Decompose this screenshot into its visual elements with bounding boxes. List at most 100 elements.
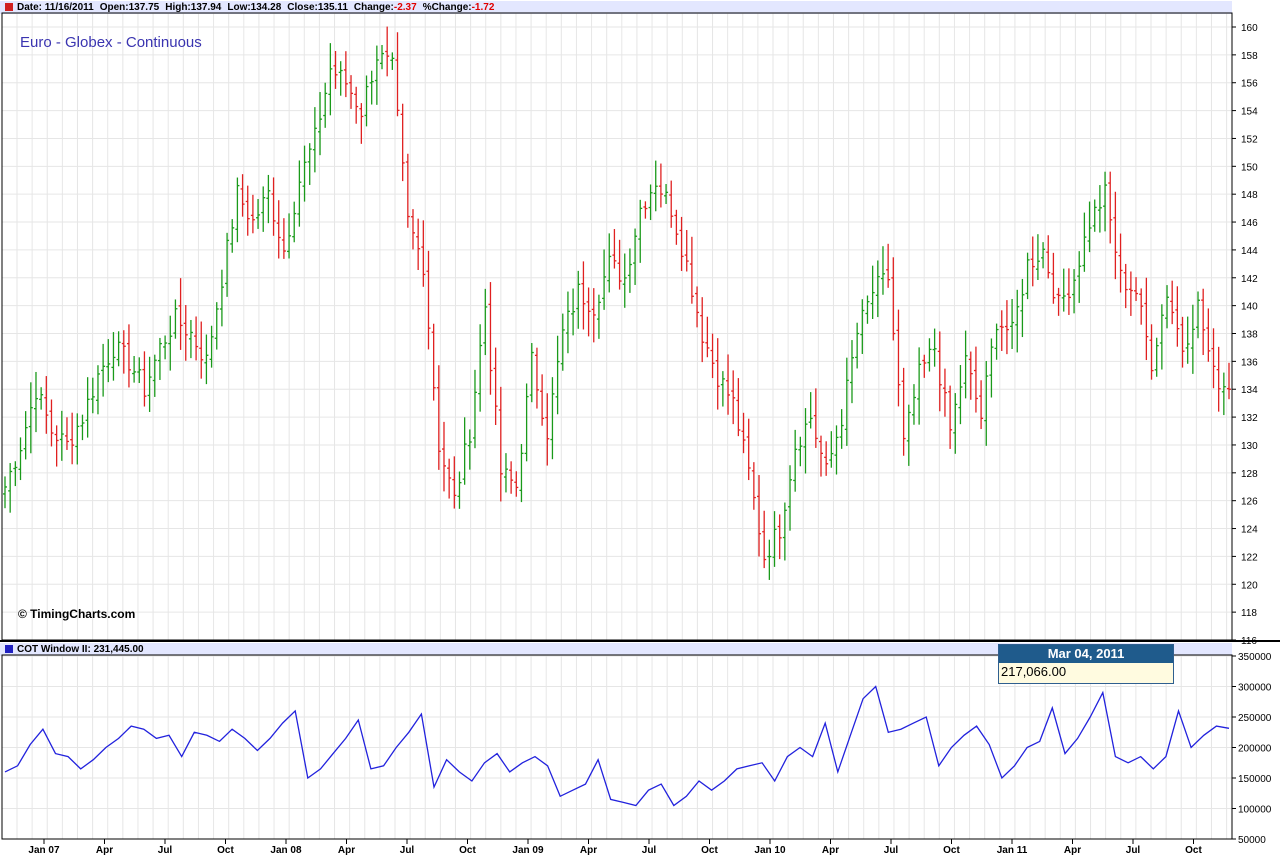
y-tick-label: 300000	[1238, 683, 1272, 694]
ohlc-bar	[64, 417, 69, 450]
ohlc-bar	[550, 377, 555, 460]
ohlc-bar	[979, 380, 984, 430]
ohlc-bar	[219, 269, 224, 327]
ohlc-bar	[183, 305, 188, 361]
ohlc-bar	[741, 412, 746, 454]
ohlc-bar	[457, 471, 462, 509]
ohlc-bar	[514, 471, 519, 497]
y-tick-label: 140	[1241, 302, 1258, 313]
ohlc-bar	[359, 103, 364, 144]
ohlc-bar	[431, 323, 436, 401]
ohlc-bar	[116, 331, 121, 367]
ohlc-bar	[844, 357, 849, 446]
x-tick-label: Apr	[1064, 845, 1081, 856]
ohlc-bar	[1154, 337, 1159, 377]
ohlc-bar	[911, 384, 916, 425]
y-tick-label: 50000	[1238, 835, 1266, 846]
ohlc-bar	[70, 412, 75, 465]
y-tick-label: 138	[1241, 330, 1258, 341]
ohlc-bar	[942, 368, 947, 417]
ohlc-bar	[49, 399, 54, 447]
ohlc-bar	[638, 199, 643, 263]
x-tick-label: Apr	[96, 845, 113, 856]
ohlc-bar	[1082, 212, 1087, 272]
ohlc-bar	[746, 418, 751, 481]
ohlc-bar	[8, 463, 13, 513]
x-tick-label: Jan 11	[997, 845, 1028, 856]
ohlc-bar	[478, 324, 483, 412]
ohlc-bar	[839, 409, 844, 449]
ohlc-bar	[245, 185, 250, 236]
data-tooltip: Mar 04, 2011 217,066.00	[998, 644, 1174, 684]
cot-series-line	[4, 685, 1230, 807]
x-tick-label: Apr	[338, 845, 355, 856]
header-high: High:137.94	[165, 2, 222, 13]
ohlc-bar	[1180, 316, 1185, 368]
ohlc-bar	[777, 514, 782, 560]
ohlc-bar	[524, 383, 529, 462]
ohlc-bar	[540, 374, 545, 426]
ohlc-bar	[669, 180, 674, 228]
ohlc-bar	[426, 250, 431, 350]
ohlc-bar	[1025, 252, 1030, 300]
ohlc-bar	[819, 435, 823, 477]
ohlc-bar	[1030, 236, 1035, 287]
ohlc-bar	[901, 367, 906, 456]
ohlc-bar	[39, 387, 44, 410]
ohlc-bar	[689, 236, 694, 304]
ohlc-bar	[354, 86, 359, 124]
ohlc-bar	[767, 539, 772, 580]
x-tick-label: Oct	[217, 845, 234, 856]
ohlc-bar	[643, 201, 648, 219]
ohlc-bar	[1015, 289, 1020, 353]
ohlc-bar	[281, 218, 286, 259]
ohlc-bar	[405, 153, 410, 228]
ohlc-bar	[529, 343, 534, 403]
ohlc-bar	[1108, 171, 1113, 244]
ohlc-bar	[576, 270, 581, 329]
ohlc-bar	[829, 431, 834, 468]
ohlc-bar	[793, 429, 798, 492]
x-tick-label: Jan 07	[28, 845, 60, 856]
ohlc-bar	[447, 458, 452, 499]
ohlc-bar	[751, 462, 756, 510]
ohlc-bar	[343, 51, 348, 98]
ohlc-bar	[813, 388, 818, 448]
header-pct-label: %Change:	[422, 2, 472, 13]
tooltip-date: Mar 04, 2011	[999, 645, 1173, 663]
ohlc-bar	[163, 335, 168, 360]
cot-header-label: COT Window II: 231,445.00	[17, 644, 144, 655]
x-tick-label: Jul	[884, 845, 899, 856]
ohlc-bar	[452, 456, 457, 509]
y-tick-label: 128	[1241, 469, 1258, 480]
grid-layer	[0, 12, 1280, 840]
ohlc-bar	[865, 295, 870, 324]
x-tick-label: Jul	[158, 845, 173, 856]
ohlc-bar	[90, 377, 95, 414]
ohlc-bar	[607, 233, 612, 293]
ohlc-bar	[168, 315, 173, 371]
ohlc-bar	[1196, 291, 1201, 339]
ohlc-bar	[1077, 251, 1082, 303]
ohlc-bar	[441, 421, 446, 492]
x-tick-label: Jul	[1126, 845, 1141, 856]
ohlc-bar	[958, 365, 963, 425]
x-tick-label: Oct	[701, 845, 718, 856]
y-tick-label: 132	[1241, 413, 1258, 424]
ohlc-bar	[323, 82, 328, 128]
x-tick-label: Apr	[580, 845, 597, 856]
ohlc-bar	[627, 248, 632, 293]
ohlc-bar	[214, 302, 219, 350]
y-tick-label: 144	[1241, 246, 1258, 257]
ohlc-bar	[1066, 268, 1071, 315]
y-tick-label: 120	[1241, 580, 1258, 591]
ohlc-bar	[581, 261, 586, 330]
header-pct-value: -1.72	[471, 2, 495, 13]
x-tick-labels: Jan 07 Apr Jul Oct Jan 08 Apr Jul Oct Jan 09 Apr J…	[28, 839, 1203, 856]
ohlc-bar	[757, 475, 762, 557]
ohlc-bar	[731, 370, 736, 425]
ohlc-bar	[95, 365, 100, 415]
ohlc-bar	[302, 145, 307, 202]
ohlc-bar	[178, 278, 183, 350]
ohlc-bar	[1190, 304, 1195, 374]
